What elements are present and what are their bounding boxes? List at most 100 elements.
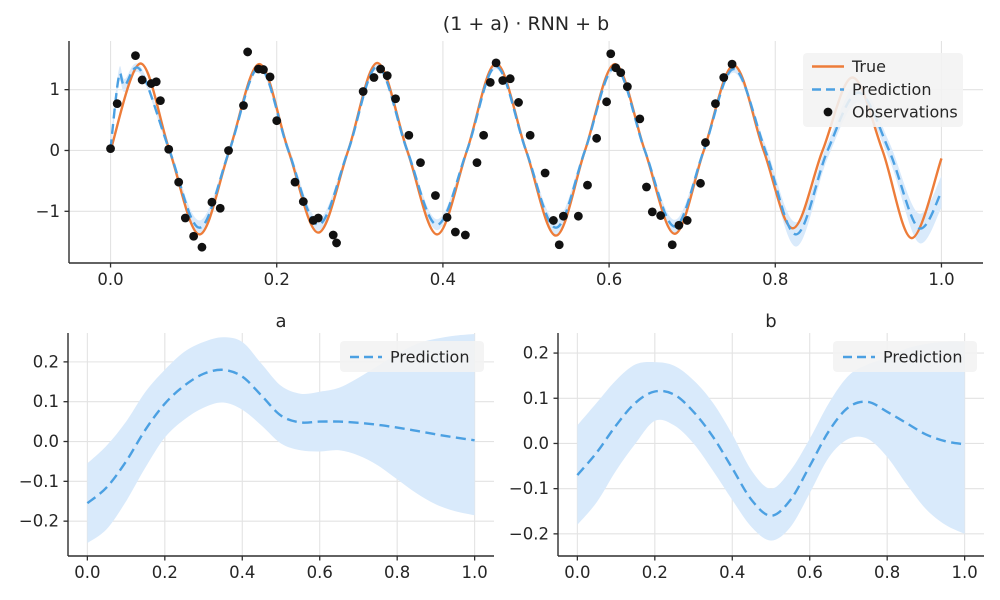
observation-point [479, 130, 489, 140]
observation-point [224, 146, 233, 155]
y-tick-label: 0.1 [523, 389, 549, 408]
observation-point [558, 211, 568, 221]
observation-point [602, 97, 611, 107]
x-tick-label: 0.4 [229, 563, 255, 582]
legend: True Prediction Observations [803, 53, 963, 127]
y-tick-label: 0.1 [33, 392, 59, 411]
observation-point [485, 77, 495, 87]
legend-label: True [851, 57, 886, 76]
observation-point [442, 212, 452, 222]
prediction-uncertainty-band [87, 334, 475, 544]
observation-point [328, 230, 338, 240]
observation-point [332, 238, 341, 248]
legend-box [833, 341, 977, 372]
x-tick-label: 0.6 [307, 563, 333, 582]
observation-point [472, 158, 482, 168]
observation-point [272, 116, 282, 126]
legend-label: Prediction [390, 348, 469, 367]
x-tick-label: 0.4 [430, 270, 456, 289]
legend: Prediction [340, 341, 484, 372]
observation-point [156, 96, 165, 106]
prediction-line [576, 389, 965, 517]
observation-point [197, 242, 207, 252]
x-tick-label: 0.4 [719, 563, 745, 582]
observation-point [180, 213, 190, 223]
x-tick-label: 0.2 [152, 563, 178, 582]
observation-point [682, 216, 692, 225]
observation-point [207, 197, 217, 207]
observation-point [573, 211, 583, 221]
y-tick-label: −0.1 [19, 472, 59, 491]
plot-area [576, 341, 965, 541]
x-tick-label: 0.0 [97, 270, 123, 289]
observation-point [647, 207, 657, 217]
x-tick-label: 1.0 [462, 563, 488, 582]
observation-point [259, 65, 268, 74]
chart-title: b [765, 311, 776, 332]
y-tick-label: 0.2 [523, 344, 549, 363]
observation-point [358, 87, 368, 96]
observation-point [696, 178, 705, 188]
observation-point [674, 220, 684, 230]
observation-point [701, 138, 710, 147]
prediction-line [86, 368, 475, 505]
observation-point [554, 240, 564, 250]
chart-title: (1 + a) · RNN + b [443, 13, 609, 35]
y-tick-label: 0.0 [523, 434, 549, 453]
legend: Prediction [833, 341, 977, 372]
y-tick-label: 1 [50, 80, 61, 99]
observation-point [137, 75, 147, 85]
observation-point [106, 144, 115, 154]
x-tick-label: 0.8 [762, 270, 788, 289]
x-tick-label: 0.8 [384, 563, 410, 582]
legend-box [803, 53, 963, 127]
observation-point [622, 82, 632, 92]
observation-point [711, 99, 720, 109]
observation-point [164, 144, 174, 154]
observation-point [592, 133, 602, 143]
observation-point [635, 114, 645, 124]
observation-point [290, 177, 300, 187]
observation-point [239, 101, 248, 110]
observation-point [727, 59, 737, 69]
observation-point [369, 73, 379, 82]
chart-main: 0.0 0.2 0.4 0.6 0.8 1.0 −1 0 1 (1 + a) · RNN + b T… [36, 13, 983, 289]
y-tick-label: 0.2 [33, 352, 59, 371]
observation-point [656, 211, 666, 220]
y-tick-label: −0.2 [19, 512, 59, 531]
observation-point [667, 240, 677, 250]
observation-point [265, 72, 275, 82]
observation-point [298, 197, 308, 206]
x-tick-label: 0.2 [264, 270, 290, 289]
observation-point [460, 230, 470, 240]
legend-box [340, 341, 484, 372]
observation-point [616, 68, 626, 78]
observation-point [606, 49, 616, 59]
observation-point [376, 64, 385, 74]
observation-point [382, 71, 392, 81]
x-tick-label: 0.2 [642, 563, 668, 582]
observation-point [525, 130, 535, 140]
observation-point [416, 158, 425, 168]
observation-point [498, 76, 508, 85]
true-line [109, 61, 943, 240]
x-tick-label: 1.0 [928, 270, 954, 289]
chart-b: 0.0 0.2 0.4 0.6 0.8 1.0 −0.2 −0.1 0.0 0.1 0.2 b Pred… [509, 311, 984, 582]
observation-point [131, 51, 140, 60]
prediction-uncertainty-band [577, 341, 965, 541]
x-tick-label: 0.6 [797, 563, 823, 582]
chart-a: 0.0 0.2 0.4 0.6 0.8 1.0 −0.2 −0.1 0.0 0.1 0.2 a Pred… [19, 311, 494, 582]
observation-point [404, 130, 414, 140]
plot-area [86, 334, 475, 544]
observation-point [313, 213, 323, 223]
x-tick-label: 0.0 [564, 563, 590, 582]
plot-area [106, 47, 943, 252]
observation-point [174, 177, 184, 187]
observation-point [391, 94, 400, 104]
y-tick-label: −1 [36, 202, 60, 221]
y-tick-label: −0.2 [509, 524, 549, 543]
observation-point [450, 227, 460, 237]
x-tick-label: 0.0 [74, 563, 100, 582]
